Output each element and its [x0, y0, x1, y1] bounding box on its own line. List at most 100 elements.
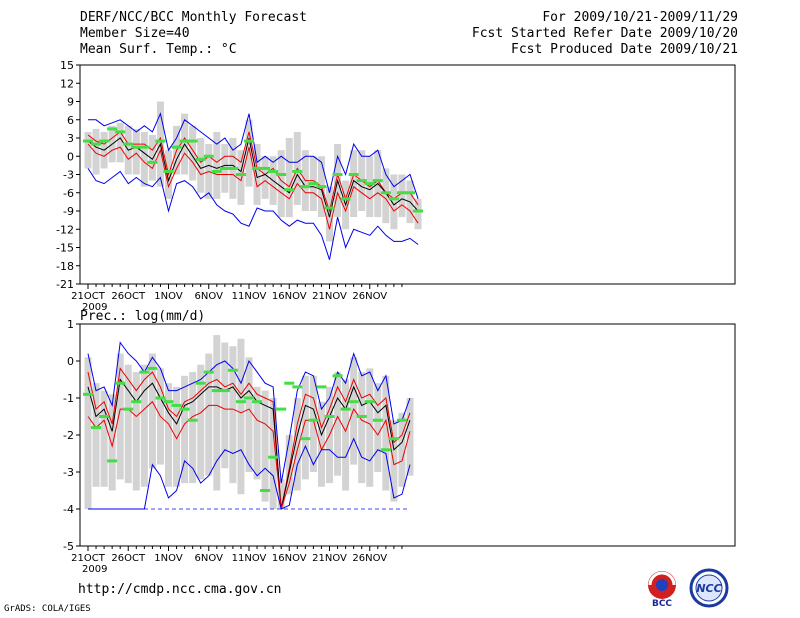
climatology-marker: [372, 179, 383, 183]
y-tick-label: -18: [56, 260, 74, 273]
member-box: [261, 156, 269, 199]
climatology-marker: [252, 166, 263, 170]
member-box: [229, 346, 237, 484]
climatology-marker: [227, 166, 238, 170]
climatology-marker: [324, 206, 335, 210]
climatology-marker: [123, 407, 134, 411]
x-tick-label: 1NOV: [154, 291, 183, 302]
climatology-marker: [107, 127, 118, 131]
member-box: [132, 128, 140, 175]
forecast-period: For 2009/10/21-2009/11/29: [542, 10, 738, 25]
x-year-label: 2009: [82, 302, 107, 313]
climatology-marker: [276, 173, 287, 176]
climatology-marker: [123, 142, 134, 146]
member-box: [285, 435, 293, 495]
climatology-marker: [308, 182, 319, 186]
climatology-marker: [276, 407, 287, 411]
member-box: [277, 479, 285, 509]
panel-temperature: -21 -18 -15 -12 -9 -6 -3 0 3 6 9 12 15 21OCT 26OCT 1NOV…: [56, 59, 736, 313]
member-box: [213, 335, 221, 491]
climatology-marker: [284, 188, 295, 192]
climatology-marker: [308, 418, 319, 422]
climatology-marker: [348, 400, 359, 404]
x-tick-label: 21OCT: [71, 291, 106, 302]
climatology-marker: [131, 145, 142, 149]
climatology-marker: [396, 418, 407, 422]
climatology-marker: [179, 407, 190, 411]
member-box: [205, 353, 213, 476]
member-box: [148, 353, 156, 469]
member-box: [382, 375, 390, 491]
climatology-marker: [292, 385, 303, 389]
series-max-line: [87, 341, 411, 484]
climatology-marker: [187, 139, 198, 143]
climatology-marker: [380, 448, 391, 452]
climatology-marker: [107, 459, 118, 463]
member-box: [173, 386, 181, 487]
climatology-marker: [252, 400, 263, 404]
climatology-marker: [413, 209, 424, 213]
climatology-marker: [91, 142, 102, 146]
member-box: [221, 342, 229, 469]
climatology-marker: [155, 139, 166, 143]
y-tick-label: -3: [63, 466, 74, 479]
ncc-logo: NCC: [689, 568, 729, 608]
footer-url: http://cmdp.ncc.cma.gov.cn: [78, 582, 282, 597]
climatology-marker: [284, 381, 295, 385]
member-box: [237, 338, 245, 495]
climatology-marker: [219, 166, 230, 170]
x-tick-label: 26OCT: [111, 291, 146, 302]
y-tick-label: -3: [63, 169, 74, 182]
climatology-marker: [99, 139, 110, 143]
member-box: [132, 372, 140, 491]
member-box: [140, 364, 148, 487]
member-box: [374, 383, 382, 472]
climatology-marker: [195, 157, 206, 161]
x-tick-label: 26NOV: [352, 291, 387, 302]
series-lower-line: [87, 143, 419, 230]
climatology-marker: [83, 139, 93, 143]
climatology-marker: [388, 437, 399, 441]
y-tick-label: -12: [56, 223, 74, 236]
x-tick-label: 6NOV: [195, 291, 224, 302]
x-tick-label: 26NOV: [352, 553, 387, 564]
climatology-marker: [203, 370, 214, 374]
climatology-marker: [131, 400, 142, 404]
y-tick-label: 1: [67, 318, 74, 331]
climatology-marker: [292, 169, 303, 173]
climatology-marker: [235, 173, 246, 176]
member-box: [390, 420, 398, 502]
y-tick-label: 12: [60, 77, 74, 90]
member-box: [269, 398, 277, 509]
member-box: [382, 168, 390, 224]
member-box: [366, 368, 374, 487]
climatology-marker: [372, 418, 383, 422]
series-max-line: [88, 112, 419, 199]
climatology-marker: [139, 145, 150, 149]
x-year-label: 2009: [82, 564, 107, 575]
climatology-marker: [380, 191, 391, 195]
climatology-marker: [163, 169, 174, 173]
x-tick-label: 11NOV: [232, 553, 267, 564]
bcc-logo-text: BCC: [652, 599, 672, 608]
climatology-marker: [244, 396, 254, 400]
bcc-logo: BCC: [648, 571, 676, 608]
x-tick-label: 11NOV: [232, 291, 267, 302]
series-upper-line: [87, 367, 411, 510]
member-box: [116, 122, 124, 163]
series-mean-line: [87, 137, 419, 218]
member-box: [414, 198, 422, 230]
member-box: [253, 386, 261, 480]
chart-title: DERF/NCC/BCC Monthly Forecast: [80, 10, 307, 25]
climatology-marker: [405, 191, 415, 195]
climatology-marker: [203, 154, 214, 158]
member-box: [301, 375, 309, 480]
member-box: [326, 186, 333, 242]
member-box: [189, 372, 197, 484]
climatology-marker: [139, 370, 150, 374]
member-box: [197, 364, 205, 480]
climatology-marker: [324, 415, 335, 418]
member-box: [277, 150, 285, 218]
header-left: DERF/NCC/BCC Monthly Forecast Member Size…: [80, 10, 307, 58]
